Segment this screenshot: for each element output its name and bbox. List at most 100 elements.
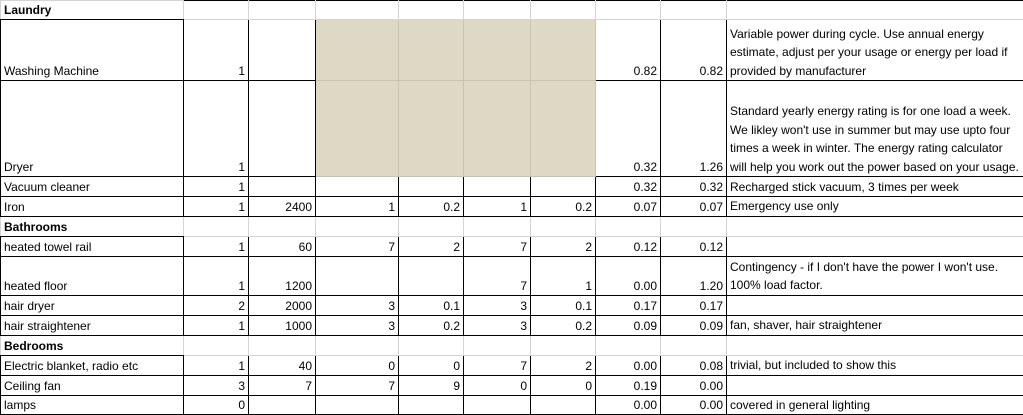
number-cell: 0.1 xyxy=(399,295,464,315)
empty-cell xyxy=(249,20,316,81)
number-cell: 1 xyxy=(184,197,249,217)
note-cell: Recharged stick vacuum, 3 times per week xyxy=(727,177,1023,197)
number-cell: 1 xyxy=(184,81,249,177)
empty-cell xyxy=(316,395,399,415)
number-cell: 3 xyxy=(316,315,399,335)
number-cell: 7 xyxy=(464,236,531,256)
number-cell: 1 xyxy=(184,355,249,375)
number-cell: 0.19 xyxy=(596,375,661,395)
number-cell: 0.1 xyxy=(531,295,596,315)
empty-cell xyxy=(249,335,316,355)
empty-cell xyxy=(727,375,1023,395)
number-cell: 0.00 xyxy=(661,395,727,415)
empty-cell xyxy=(316,177,399,197)
number-cell: 7 xyxy=(464,256,531,295)
item-name: hair straightener xyxy=(1,315,184,335)
number-cell: 0 xyxy=(316,355,399,375)
number-cell: 0.09 xyxy=(661,315,727,335)
number-cell: 0.00 xyxy=(661,375,727,395)
number-cell: 0.12 xyxy=(661,236,727,256)
empty-cell xyxy=(316,1,399,20)
empty-cell xyxy=(464,335,531,355)
item-name: heated floor xyxy=(1,256,184,295)
empty-cell xyxy=(316,20,399,81)
number-cell: 0.09 xyxy=(596,315,661,335)
empty-cell xyxy=(316,216,399,236)
empty-cell xyxy=(531,81,596,177)
empty-cell xyxy=(727,295,1023,315)
empty-cell xyxy=(727,335,1023,355)
empty-cell xyxy=(249,395,316,415)
empty-cell xyxy=(661,1,727,20)
empty-cell xyxy=(531,1,596,20)
empty-cell xyxy=(661,216,727,236)
empty-cell xyxy=(727,216,1023,236)
empty-cell xyxy=(184,216,249,236)
empty-cell xyxy=(464,1,531,20)
item-name: Iron xyxy=(1,197,184,217)
empty-cell xyxy=(184,335,249,355)
empty-cell xyxy=(464,20,531,81)
section-row: Bathrooms xyxy=(1,216,1023,236)
empty-cell xyxy=(531,20,596,81)
item-name: Dryer xyxy=(1,81,184,177)
number-cell: 60 xyxy=(249,236,316,256)
item-name: Ceiling fan xyxy=(1,375,184,395)
section-title: Bathrooms xyxy=(1,216,184,236)
number-cell: 0.82 xyxy=(661,20,727,81)
number-cell: 2 xyxy=(184,295,249,315)
number-cell: 1200 xyxy=(249,256,316,295)
item-name: hair dryer xyxy=(1,295,184,315)
number-cell: 0.2 xyxy=(399,315,464,335)
number-cell: 0.17 xyxy=(661,295,727,315)
number-cell: 0 xyxy=(184,395,249,415)
number-cell: 0.2 xyxy=(399,197,464,217)
number-cell: 3 xyxy=(184,375,249,395)
item-name: Electric blanket, radio etc xyxy=(1,355,184,375)
number-cell: 0.82 xyxy=(596,20,661,81)
note-cell: Emergency use only xyxy=(727,197,1023,217)
note-cell: fan, shaver, hair straightener xyxy=(727,315,1023,335)
item-name: Washing Machine xyxy=(1,20,184,81)
item-name: heated towel rail xyxy=(1,236,184,256)
number-cell: 0.07 xyxy=(661,197,727,217)
number-cell: 7 xyxy=(316,375,399,395)
note-cell: trivial, but included to show this xyxy=(727,355,1023,375)
number-cell: 1 xyxy=(464,197,531,217)
empty-cell xyxy=(727,236,1023,256)
number-cell: 1 xyxy=(531,256,596,295)
empty-cell xyxy=(464,216,531,236)
number-cell: 0.32 xyxy=(661,177,727,197)
number-cell: 7 xyxy=(316,236,399,256)
number-cell: 2000 xyxy=(249,295,316,315)
empty-cell xyxy=(249,216,316,236)
number-cell: 7 xyxy=(464,355,531,375)
number-cell: 0.08 xyxy=(661,355,727,375)
section-row: Bedrooms xyxy=(1,335,1023,355)
empty-cell xyxy=(399,395,464,415)
number-cell: 1 xyxy=(184,177,249,197)
empty-cell xyxy=(596,335,661,355)
empty-cell xyxy=(316,335,399,355)
section-title: Bedrooms xyxy=(1,335,184,355)
empty-cell xyxy=(399,216,464,236)
number-cell: 0.12 xyxy=(596,236,661,256)
empty-cell xyxy=(531,216,596,236)
empty-cell xyxy=(531,177,596,197)
section-title: Laundry xyxy=(1,1,184,20)
number-cell: 0 xyxy=(464,375,531,395)
number-cell: 1 xyxy=(184,236,249,256)
number-cell: 1.20 xyxy=(661,256,727,295)
empty-cell xyxy=(399,81,464,177)
number-cell: 1000 xyxy=(249,315,316,335)
empty-cell xyxy=(316,81,399,177)
number-cell: 1.26 xyxy=(661,81,727,177)
